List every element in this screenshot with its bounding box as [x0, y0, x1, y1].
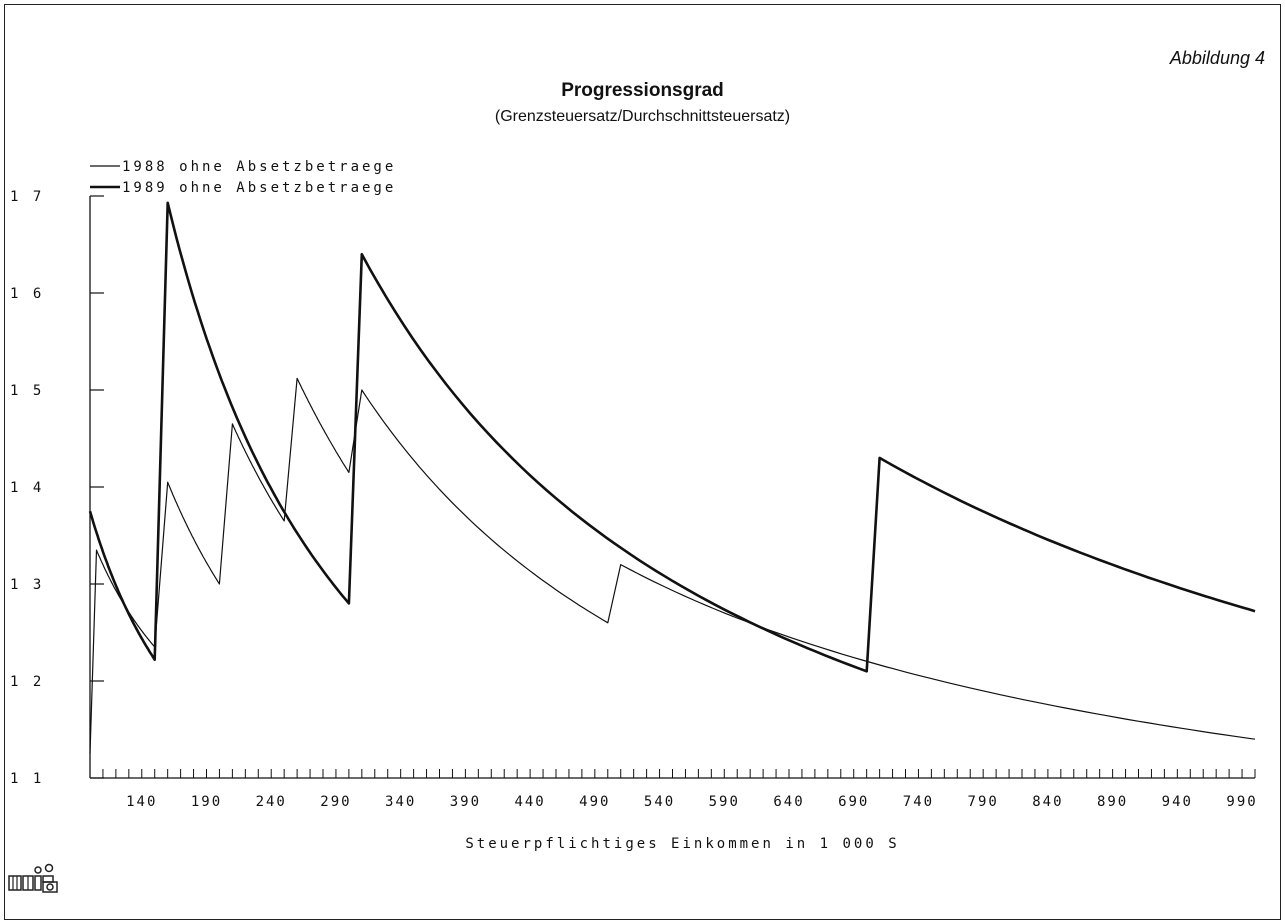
- x-tick-label: 440: [514, 794, 545, 810]
- y-tick-label: 1 7: [10, 189, 44, 205]
- x-tick-label: 390: [450, 794, 481, 810]
- x-tick-label: 140: [126, 794, 157, 810]
- x-tick-label: 190: [191, 794, 222, 810]
- x-tick-label: 340: [385, 794, 416, 810]
- x-tick-label: 240: [256, 794, 287, 810]
- x-tick-label: 640: [773, 794, 804, 810]
- x-tick-label: 290: [320, 794, 351, 810]
- y-tick-label: 1 3: [10, 577, 44, 593]
- y-tick-label: 1 6: [10, 286, 44, 302]
- x-tick-label: 490: [579, 794, 610, 810]
- wifo-logo-icon: [8, 863, 58, 893]
- figure-label: Abbildung 4: [1169, 48, 1265, 68]
- series-1: [89, 377, 1256, 754]
- figure-frame: [4, 4, 1281, 920]
- legend-label-1: 1988 ohne Absetzbetraege: [122, 159, 396, 175]
- x-tick-label: 540: [644, 794, 675, 810]
- chart-title: Progressionsgrad: [561, 80, 724, 101]
- x-tick-label: 890: [1097, 794, 1128, 810]
- x-tick-label: 790: [968, 794, 999, 810]
- series-line-1: [89, 377, 1256, 754]
- legend-label-2: 1989 ohne Absetzbetraege: [122, 180, 396, 196]
- y-tick-label: 1 2: [10, 674, 44, 690]
- x-tick-label: 590: [709, 794, 740, 810]
- x-axis-label: Steuerpflichtiges Einkommen in 1 000 S: [465, 836, 899, 852]
- x-tick-label: 840: [1032, 794, 1063, 810]
- x-tick-label: 940: [1162, 794, 1193, 810]
- chart-subtitle: (Grenzsteuersatz/Durchschnittsteuersatz): [494, 108, 791, 125]
- series-2: [88, 201, 1256, 673]
- x-tick-label: 690: [838, 794, 869, 810]
- x-tick-label: 990: [1226, 794, 1257, 810]
- x-tick-label: 740: [903, 794, 934, 810]
- y-tick-label: 1 4: [10, 480, 44, 496]
- y-tick-label: 1 1: [10, 771, 44, 787]
- y-tick-label: 1 5: [10, 383, 44, 399]
- series-line-2: [88, 201, 1256, 673]
